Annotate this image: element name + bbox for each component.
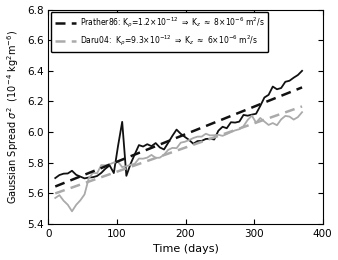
Y-axis label: Gaussian Spread $\sigma^2$  (10$^{-4}$ kg$^2$m$^{-6}$): Gaussian Spread $\sigma^2$ (10$^{-4}$ kg… [5,30,21,204]
X-axis label: Time (days): Time (days) [152,244,218,255]
Legend: Prather86: K$_\rho$=1.2$\times$10$^{-12}$ $\Rightarrow$ K$_z$ $\approx$ 8$\times: Prather86: K$_\rho$=1.2$\times$10$^{-12}… [51,12,268,52]
